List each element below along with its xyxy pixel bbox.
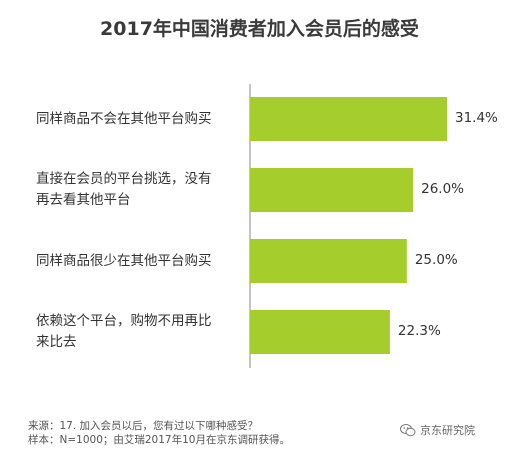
wechat-icon (400, 424, 416, 437)
category-label-3: 依赖这个平台，购物不用再比 来比去 (36, 313, 212, 350)
chart-title: 2017年中国消费者加入会员后的感受 (100, 18, 419, 40)
source-note: 来源：17. 加入会员以后，您有过以下哪种感受？ (28, 420, 259, 432)
category-label-1: 直接在会员的平台挑选，没有 再去看其他平台 (36, 171, 212, 208)
category-label-0: 同样商品不会在其他平台购买 (36, 110, 212, 127)
bar-3 (250, 310, 390, 354)
bar-0 (250, 97, 447, 141)
watermark-text: 京东研究院 (420, 424, 475, 437)
sample-note: 样本：N=1000；由艾瑞2017年10月在京东调研获得。 (28, 434, 290, 446)
watermark: 京东研究院 (400, 422, 475, 438)
bar-2 (250, 239, 407, 283)
value-label-3: 22.3% (397, 323, 441, 339)
value-label-2: 25.0% (414, 252, 458, 268)
value-label-0: 31.4% (455, 110, 498, 126)
category-label-2: 同样商品很少在其他平台购买 (36, 252, 212, 269)
value-label-1: 26.0% (421, 181, 464, 197)
bar-1 (250, 168, 414, 212)
